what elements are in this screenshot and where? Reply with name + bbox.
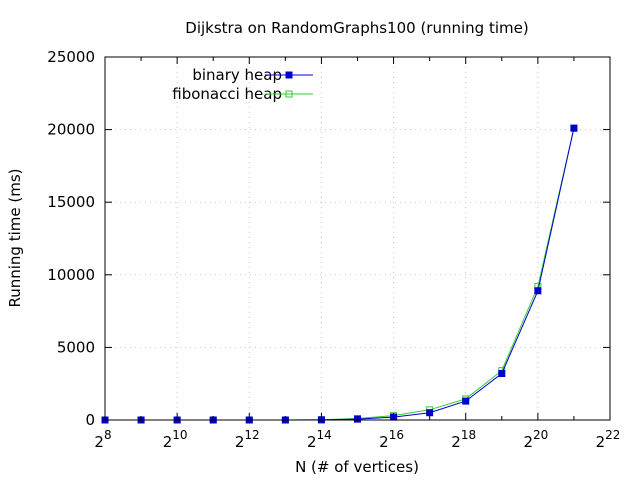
- y-tick-label: 10000: [47, 266, 95, 284]
- x-tick-label: 216: [379, 428, 404, 451]
- y-tick-label: 5000: [57, 338, 95, 356]
- y-tick-label: 25000: [47, 48, 95, 66]
- y-tick-label: 20000: [47, 121, 95, 139]
- y-tick-label: 0: [85, 411, 95, 429]
- plot-frame: [104, 56, 611, 421]
- x-tick-label: 212: [235, 428, 260, 451]
- data-point: [426, 409, 434, 417]
- chart-title: Dijkstra on RandomGraphs100 (running tim…: [185, 19, 528, 37]
- legend-swatch-marker: [285, 90, 293, 98]
- legend-label: fibonacci heap: [172, 85, 282, 103]
- x-tick-label: 214: [307, 428, 332, 451]
- data-point: [498, 370, 506, 378]
- series-layer: [101, 124, 578, 424]
- x-axis-label: N (# of vertices): [295, 458, 419, 476]
- data-point: [570, 124, 578, 132]
- axis-ticks: 0 5000 10000 15000 20000 25000 28 210 212 214 216 2…: [47, 48, 620, 451]
- x-tick-label: 210: [163, 428, 188, 451]
- gridlines: [105, 57, 610, 420]
- x-tick-label: 222: [596, 428, 621, 451]
- y-axis-label: Running time (ms): [6, 168, 24, 307]
- data-point: [534, 287, 542, 295]
- x-tick-label: 218: [451, 428, 476, 451]
- legend-swatch-marker: [285, 71, 293, 79]
- x-tick-label: 220: [523, 428, 548, 451]
- legend-label: binary heap: [192, 66, 282, 84]
- x-tick-label: 28: [94, 428, 111, 451]
- data-point: [462, 397, 470, 405]
- y-tick-label: 15000: [47, 193, 95, 211]
